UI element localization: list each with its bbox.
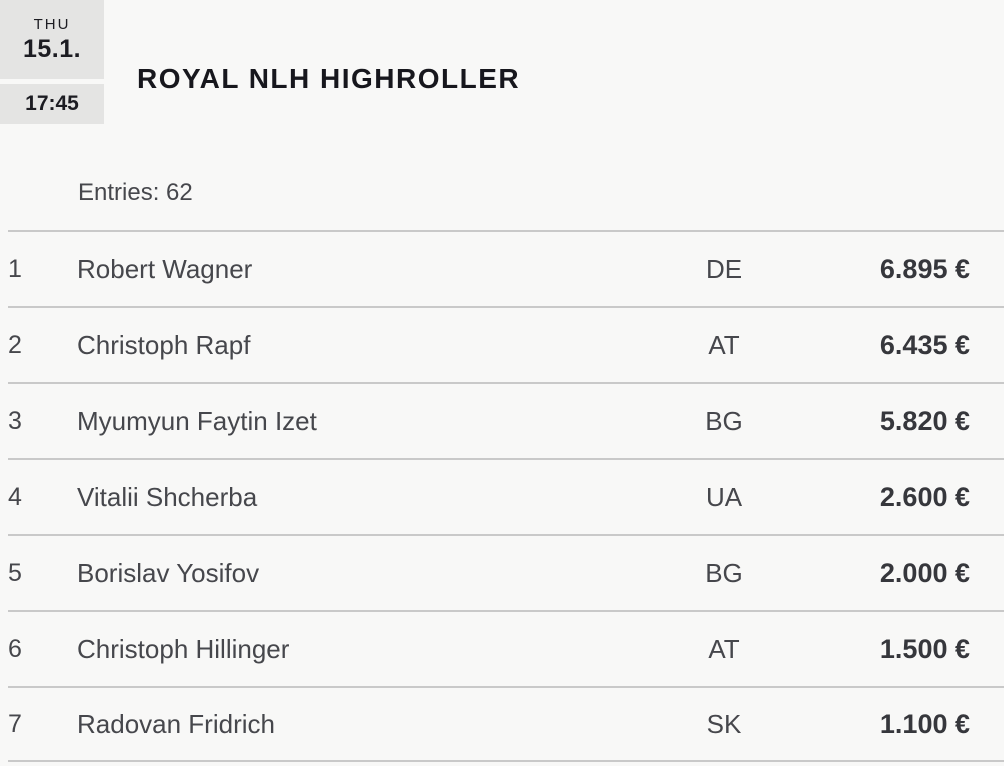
player-prize: 1.100 €	[879, 708, 970, 739]
event-date-box: THU 15.1.	[0, 0, 104, 79]
standings-list: 1 Robert Wagner DE 6.895 € 2 Christoph R…	[0, 230, 1004, 762]
table-row: 4 Vitalii Shcherba UA 2.600 €	[8, 458, 1004, 534]
table-row: 7 Radovan Fridrich SK 1.100 €	[8, 686, 1004, 762]
player-country: SK	[706, 708, 742, 739]
player-name: Myumyun Faytin Izet	[77, 405, 317, 436]
event-datetime-badge: THU 15.1. 17:45	[0, 0, 104, 124]
player-country: UA	[705, 481, 743, 512]
player-rank: 7	[8, 709, 22, 738]
player-rank: 3	[8, 406, 22, 435]
table-row: 1 Robert Wagner DE 6.895 €	[8, 230, 1004, 306]
player-prize: 1.500 €	[879, 633, 970, 664]
event-time: 17:45	[0, 84, 104, 124]
player-country: BG	[705, 405, 743, 436]
table-row: 5 Borislav Yosifov BG 2.000 €	[8, 534, 1004, 610]
player-rank: 2	[8, 330, 22, 359]
player-name: Borislav Yosifov	[77, 557, 260, 588]
table-row: 3 Myumyun Faytin Izet BG 5.820 €	[8, 382, 1004, 458]
table-row: 2 Christoph Rapf AT 6.435 €	[8, 306, 1004, 382]
player-prize: 5.820 €	[879, 405, 970, 436]
table-row: 6 Christoph Hillinger AT 1.500 €	[8, 610, 1004, 686]
player-name: Vitalii Shcherba	[77, 481, 258, 512]
player-name: Christoph Rapf	[77, 329, 251, 360]
player-prize: 6.895 €	[879, 253, 970, 284]
player-prize: 6.435 €	[879, 329, 970, 360]
page-title: ROYAL NLH HIGHROLLER	[137, 62, 521, 94]
player-country: AT	[708, 329, 740, 360]
entries-count: 62	[166, 179, 193, 206]
entries-line: Entries: 62	[78, 179, 193, 207]
player-rank: 6	[8, 634, 22, 663]
player-prize: 2.600 €	[879, 481, 970, 512]
event-date: 15.1.	[22, 35, 82, 63]
player-country: DE	[705, 253, 743, 284]
player-rank: 1	[8, 254, 22, 283]
player-rank: 4	[8, 482, 22, 511]
player-country: BG	[705, 557, 743, 588]
player-country: AT	[708, 633, 740, 664]
player-name: Christoph Hillinger	[77, 633, 290, 664]
player-name: Robert Wagner	[77, 253, 253, 284]
entries-label: Entries:	[78, 179, 167, 206]
player-name: Radovan Fridrich	[77, 708, 275, 739]
player-prize: 2.000 €	[879, 557, 970, 588]
player-rank: 5	[8, 558, 22, 587]
event-day: THU	[33, 16, 71, 33]
